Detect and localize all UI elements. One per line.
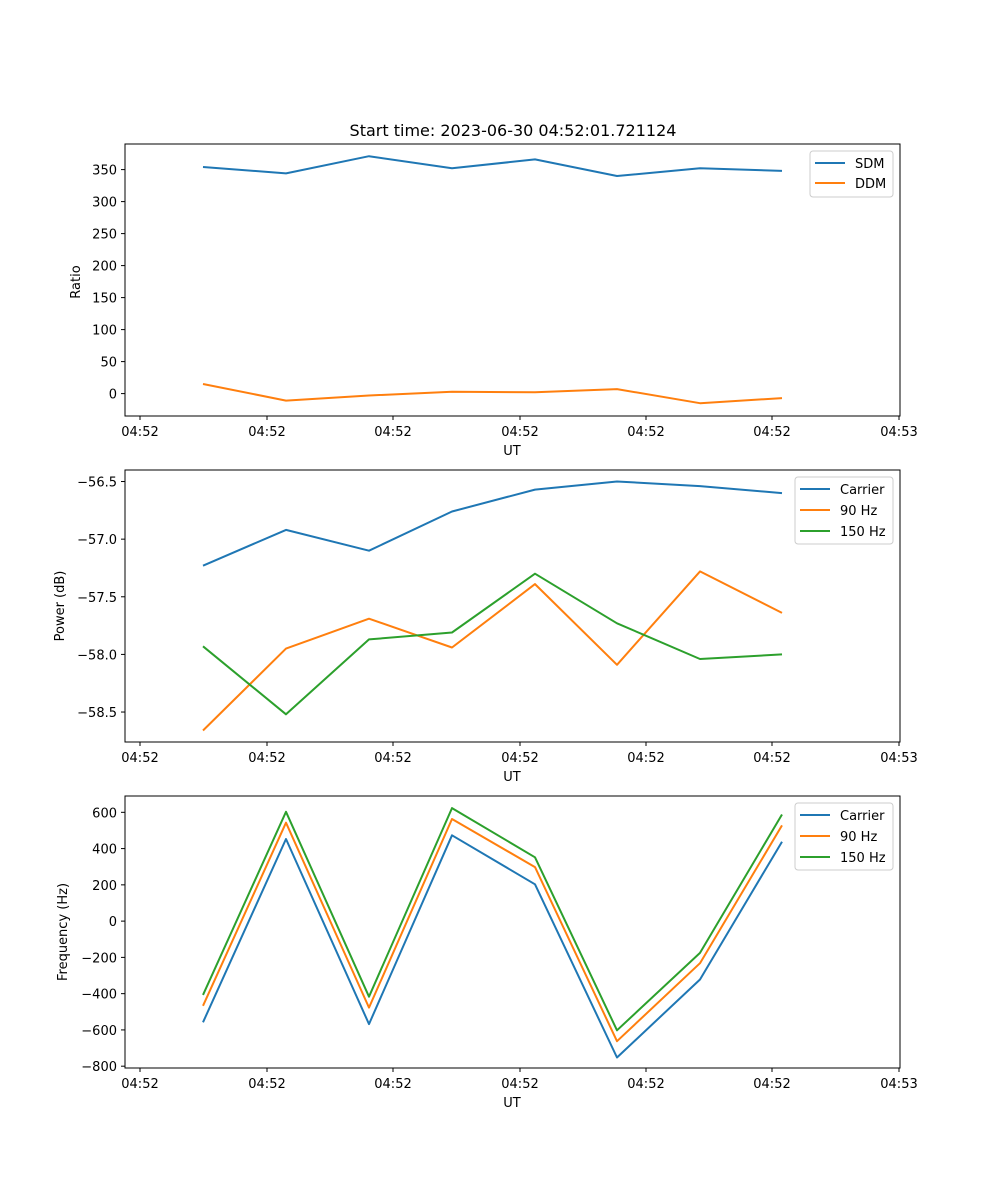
x-tick-label: 04:52 (374, 425, 411, 440)
x-tick-label: 04:52 (753, 425, 790, 440)
y-tick-label: 250 (92, 228, 117, 243)
power-y-ticks: −58.5 −58.0 −57.5 −57.0 −56.5 (77, 476, 125, 721)
frequency-series-line-carrier (202, 834, 783, 1059)
legend-label-90hz: 90 Hz (840, 830, 877, 845)
ratio-x-ticks: 04:52 04:52 04:52 04:52 04:52 04:52 04:5… (121, 416, 918, 440)
x-tick-label: 04:52 (501, 425, 538, 440)
chart-title: Start time: 2023-06-30 04:52:01.721124 (350, 121, 677, 140)
x-axis-label: UT (503, 770, 521, 785)
frequency-y-ticks: −800 −600 −400 −200 0 200 400 600 (81, 806, 125, 1075)
legend: Carrier 90 Hz 150 Hz (794, 802, 894, 871)
power-x-ticks: 04:52 04:52 04:52 04:52 04:52 04:52 04:5… (121, 742, 918, 766)
y-axis-label: Frequency (Hz) (56, 883, 71, 981)
ratio-series-line-ddm (202, 383, 783, 405)
y-tick-label: 0 (109, 388, 117, 403)
legend-label-150hz: 150 Hz (840, 851, 886, 866)
legend-label-ddm: DDM (855, 177, 886, 192)
x-tick-label: 04:53 (880, 1077, 917, 1092)
x-tick-label: 04:52 (248, 1077, 285, 1092)
legend: Carrier 90 Hz 150 Hz (794, 476, 894, 545)
legend-box (794, 476, 894, 545)
x-axis-label: UT (503, 1096, 521, 1111)
y-tick-label: 600 (92, 806, 117, 821)
power-series (202, 480, 783, 732)
y-tick-label: 300 (92, 196, 117, 211)
y-tick-label: −58.0 (77, 648, 117, 663)
ratio-y-ticks: 0 50 100 150 200 250 300 350 (92, 164, 125, 403)
power-series-line-90hz (202, 570, 783, 732)
frequency-series-line-150hz (202, 807, 783, 1032)
legend-label-carrier: Carrier (840, 809, 885, 824)
y-tick-label: 50 (100, 356, 117, 371)
y-tick-label: 200 (92, 879, 117, 894)
x-tick-label: 04:52 (753, 1077, 790, 1092)
x-tick-label: 04:52 (374, 1077, 411, 1092)
ratio-panel: Start time: 2023-06-30 04:52:01.721124 0… (69, 121, 918, 459)
x-tick-label: 04:52 (501, 1077, 538, 1092)
legend-label-carrier: Carrier (840, 483, 885, 498)
power-plot-area (124, 469, 901, 743)
x-axis-label: UT (503, 444, 521, 459)
frequency-panel: 04:52 04:52 04:52 04:52 04:52 04:52 04:5… (56, 795, 918, 1111)
x-tick-label: 04:52 (121, 751, 158, 766)
y-tick-label: −800 (81, 1060, 117, 1075)
x-tick-label: 04:53 (880, 425, 917, 440)
y-tick-label: −56.5 (77, 476, 117, 491)
frequency-series (202, 807, 783, 1059)
x-tick-label: 04:52 (627, 425, 664, 440)
frequency-series-line-90hz (202, 818, 783, 1043)
frequency-x-ticks: 04:52 04:52 04:52 04:52 04:52 04:52 04:5… (121, 1068, 918, 1092)
x-tick-label: 04:52 (627, 1077, 664, 1092)
y-tick-label: −600 (81, 1024, 117, 1039)
ratio-series-line-sdm (202, 155, 783, 177)
x-tick-label: 04:52 (248, 425, 285, 440)
ratio-plot-area (124, 143, 901, 417)
y-tick-label: 100 (92, 324, 117, 339)
y-axis-label: Power (dB) (53, 571, 68, 642)
legend-label-90hz: 90 Hz (840, 504, 877, 519)
y-tick-label: 400 (92, 843, 117, 858)
y-tick-label: 200 (92, 260, 117, 275)
x-tick-label: 04:52 (121, 425, 158, 440)
y-tick-label: −57.5 (77, 591, 117, 606)
x-tick-label: 04:52 (501, 751, 538, 766)
legend-label-sdm: SDM (855, 157, 884, 172)
legend-label-150hz: 150 Hz (840, 525, 886, 540)
power-panel: 04:52 04:52 04:52 04:52 04:52 04:52 04:5… (53, 469, 918, 785)
frequency-plot-area (124, 795, 901, 1069)
y-axis-label: Ratio (69, 265, 84, 298)
x-tick-label: 04:52 (121, 1077, 158, 1092)
y-tick-label: −57.0 (77, 533, 117, 548)
y-tick-label: −400 (81, 988, 117, 1003)
x-tick-label: 04:52 (627, 751, 664, 766)
legend: SDM DDM (809, 150, 894, 198)
power-series-line-150hz (202, 572, 783, 716)
ratio-series (202, 155, 783, 405)
legend-box (794, 802, 894, 871)
y-tick-label: 0 (109, 915, 117, 930)
x-tick-label: 04:53 (880, 751, 917, 766)
x-tick-label: 04:52 (248, 751, 285, 766)
x-tick-label: 04:52 (374, 751, 411, 766)
y-tick-label: 350 (92, 164, 117, 179)
power-series-line-carrier (202, 480, 783, 567)
y-tick-label: −58.5 (77, 706, 117, 721)
x-tick-label: 04:52 (753, 751, 790, 766)
y-tick-label: −200 (81, 951, 117, 966)
y-tick-label: 150 (92, 292, 117, 307)
